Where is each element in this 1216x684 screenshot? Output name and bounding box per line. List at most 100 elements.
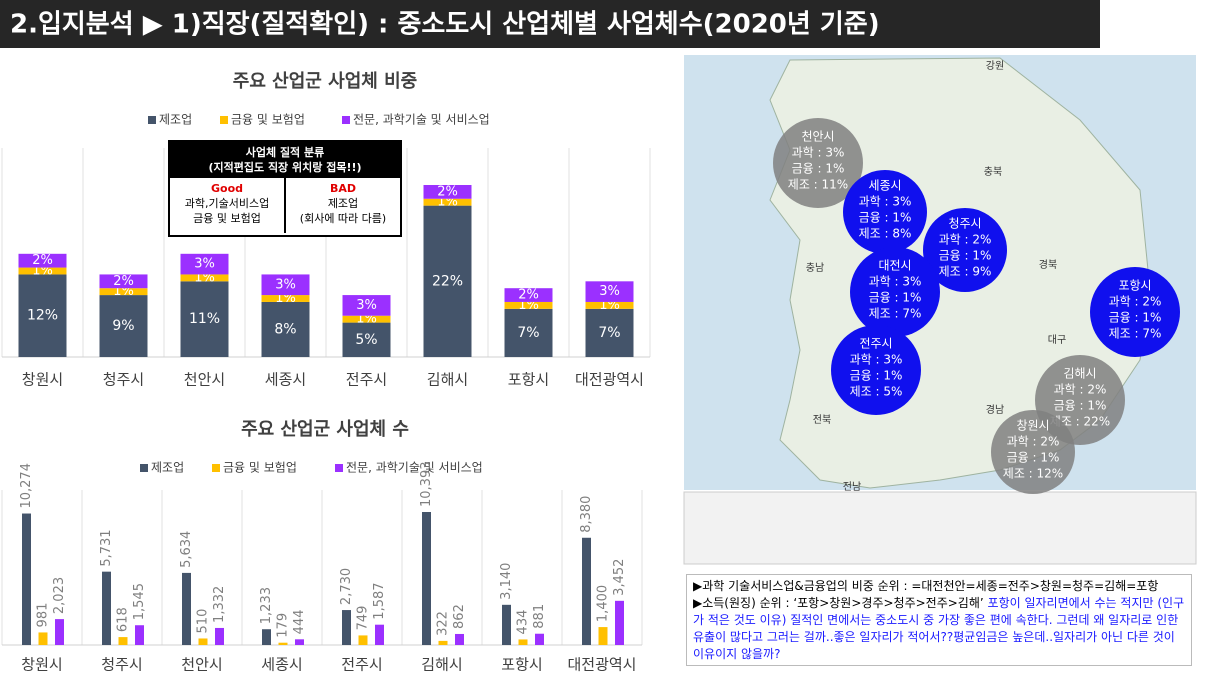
legend-label: 전문, 과학기술 및 서비스업 bbox=[353, 113, 490, 127]
note-line: ▶소득(원징) 순위 : ‘포항>창원>경주>청주>전주>김해’ 포항이 일자리… bbox=[693, 595, 1185, 663]
bar bbox=[422, 512, 431, 645]
bubble-text: 금융 : 1% bbox=[1007, 451, 1060, 465]
data-label: 881 bbox=[532, 604, 547, 629]
bar bbox=[135, 625, 144, 645]
bar bbox=[455, 633, 464, 645]
bar-segment bbox=[261, 274, 310, 296]
bar-segment bbox=[585, 308, 634, 357]
bubble-text: 과학 : 3% bbox=[859, 195, 912, 209]
bad-line: 제조업 bbox=[327, 197, 359, 210]
data-label: 981 bbox=[36, 603, 51, 628]
bar-segment bbox=[261, 295, 310, 302]
x-tick-label: 천안시 bbox=[184, 371, 225, 389]
bubble-text: 금융 : 1% bbox=[859, 211, 912, 225]
bar-segment bbox=[423, 198, 472, 206]
legend-swatch bbox=[212, 464, 220, 472]
page-title: 2.입지분석 ▶ 1)직장(질적확인) : 중소도시 산업체별 사업체수(202… bbox=[10, 10, 880, 40]
bar bbox=[262, 629, 271, 645]
bar bbox=[518, 639, 528, 645]
bar-segment bbox=[504, 301, 553, 309]
data-label: 179 bbox=[276, 613, 291, 638]
data-label: 322 bbox=[436, 611, 451, 636]
note-line: ▶과학 기술서비스업&금융업의 비중 순위 : =대전천안=세종=전주>창원=청… bbox=[693, 579, 1159, 593]
x-tick-label: 창원시 bbox=[22, 371, 63, 389]
data-label: 618 bbox=[116, 607, 131, 632]
bar bbox=[582, 537, 591, 645]
legend-label: 금융 및 보험업 bbox=[231, 113, 305, 127]
bar bbox=[102, 571, 111, 645]
bubble-text: 천안시 bbox=[801, 129, 834, 144]
bar-segment bbox=[18, 267, 67, 275]
bubble-text: 금융 : 1% bbox=[1054, 399, 1107, 413]
data-label: 3% bbox=[356, 298, 377, 313]
x-tick-label: 창원시 bbox=[21, 656, 62, 674]
legend-label: 제조업 bbox=[159, 113, 192, 127]
bubble-text: 제조 : 9% bbox=[939, 265, 992, 279]
bubble-text: 과학 : 2% bbox=[939, 233, 992, 247]
bar-segment bbox=[585, 301, 634, 309]
bubble-text: 금융 : 1% bbox=[1109, 311, 1162, 325]
legend-label: 제조업 bbox=[151, 461, 184, 475]
data-label: 11% bbox=[189, 311, 220, 327]
bar bbox=[22, 513, 31, 645]
data-label: 7% bbox=[598, 325, 620, 341]
x-tick-label: 대전광역시 bbox=[567, 656, 636, 674]
bubble-text: 창원시 bbox=[1016, 419, 1049, 433]
inset-header: 사업체 질적 분류 (지적편집도 직장 위치랑 접목!!) bbox=[170, 142, 400, 178]
bar-segment bbox=[585, 281, 634, 302]
bubble-text: 금융 : 1% bbox=[850, 369, 903, 383]
data-label: 3% bbox=[599, 284, 620, 299]
data-label: 3,140 bbox=[499, 563, 514, 600]
data-label: 1,400 bbox=[596, 585, 611, 622]
bubble-text: 과학 : 3% bbox=[850, 353, 903, 367]
bad-line: (회사에 따라 다름) bbox=[299, 212, 387, 225]
x-tick-label: 청주시 bbox=[103, 371, 144, 389]
legend-swatch bbox=[342, 116, 350, 124]
legend-swatch bbox=[335, 464, 343, 472]
data-label: 8,380 bbox=[579, 496, 594, 533]
bubble-text: 대전시 bbox=[878, 259, 911, 273]
good-line: 과학,기술서비스업 bbox=[184, 197, 270, 210]
good-label: Good bbox=[210, 182, 244, 195]
bar bbox=[598, 627, 608, 645]
bubble-text: 과학 : 3% bbox=[869, 275, 922, 289]
data-label: 12% bbox=[27, 308, 58, 324]
data-label: 2,023 bbox=[52, 577, 67, 614]
data-label: 862 bbox=[452, 604, 467, 629]
data-label: 22% bbox=[432, 273, 463, 289]
bubble-text: 제조 : 12% bbox=[1003, 467, 1063, 481]
bar bbox=[342, 610, 351, 645]
bar bbox=[215, 627, 224, 645]
legend-label: 전문, 과학기술 및 서비스업 bbox=[346, 461, 483, 475]
bar-segment bbox=[18, 274, 67, 357]
bar-segment bbox=[180, 274, 229, 282]
bar-segment bbox=[180, 281, 229, 357]
data-label: 510 bbox=[196, 609, 211, 634]
region-label: 충남 bbox=[806, 262, 824, 274]
data-label: 3,452 bbox=[612, 559, 627, 596]
bubble-text: 제조 : 5% bbox=[850, 385, 903, 399]
legend-swatch bbox=[148, 116, 156, 124]
bar bbox=[358, 635, 368, 645]
region-label: 대구 bbox=[1048, 334, 1066, 346]
bubble-text: 제조 : 11% bbox=[788, 178, 848, 192]
data-label: 2% bbox=[437, 184, 458, 199]
region-label: 전남 bbox=[843, 481, 861, 493]
data-label: 434 bbox=[516, 610, 531, 635]
bar-segment bbox=[180, 253, 229, 275]
bubble-text: 과학 : 2% bbox=[1054, 383, 1107, 397]
x-tick-label: 포항시 bbox=[508, 371, 549, 389]
bar-segment bbox=[342, 295, 391, 316]
x-tick-label: 김해시 bbox=[427, 371, 468, 389]
data-label: 1,233 bbox=[259, 587, 274, 624]
bar-segment bbox=[342, 315, 391, 323]
x-tick-label: 전주시 bbox=[341, 656, 382, 674]
bar bbox=[502, 604, 511, 645]
bubble-text: 제조 : 7% bbox=[869, 307, 922, 321]
bubble-text: 청주시 bbox=[948, 217, 981, 231]
city-bubble bbox=[1090, 267, 1180, 357]
title-bar bbox=[0, 0, 1100, 48]
region-label: 경북 bbox=[1039, 258, 1057, 271]
inset-title: 사업체 질적 분류 bbox=[245, 146, 325, 159]
